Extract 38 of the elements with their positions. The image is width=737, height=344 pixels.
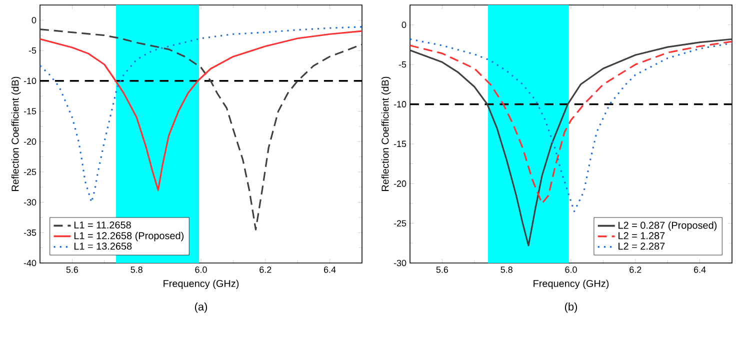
y-tick-label: -15 [394,140,406,148]
y-tick-label: -15 [24,108,36,114]
y-axis-title: Reflection Coefficient (dB) [381,76,391,191]
legend-label: L1 = 12.2658 (Proposed) [74,232,184,242]
x-tick-label: 5.8 [500,266,512,273]
x-tick-label: 6.0 [195,266,207,273]
y-tick-label: -40 [24,260,36,266]
text: (b) [564,302,578,313]
x-tick-label: 6.2 [630,266,642,273]
y-tick-label: -25 [394,220,406,226]
legend-label: L1 = 11.2658 [74,221,131,229]
x-tick-label: 5.8 [130,266,142,273]
y-tick-label: -25 [24,168,36,176]
x-axis-title: Frequency (GHz) [534,280,609,289]
y-tick-label: -30 [24,199,36,206]
y-tick-label: -20 [24,138,36,145]
y-tick-label: -10 [394,101,406,108]
y-tick-label: -5 [28,47,36,54]
x-tick-label: 6.4 [324,266,336,273]
legend-label: L2 = 0.287 (Proposed) [618,221,717,231]
y-tick-label: -10 [24,78,36,84]
x-tick-label: 5.6 [436,266,448,273]
text: (a) [194,302,208,313]
legend-label: L2 = 1.287 [618,232,665,240]
y-tick-label: 0 [32,16,36,24]
x-tick-label: 5.6 [66,266,78,273]
legend-label: L1 = 13.2658 [74,242,132,250]
x-axis-title: Frequency (GHz) [164,280,239,289]
y-tick-label: 0 [402,22,406,28]
legend-label: L2 = 2.287 [618,242,665,250]
x-tick-label: 6.0 [565,266,577,273]
y-tick-label: -20 [394,180,406,187]
y-tick-label: -35 [24,229,36,236]
y-tick-label: -5 [398,61,406,68]
y-axis-title: Reflection Coefficient (dB) [11,76,21,191]
x-tick-label: 6.2 [260,266,272,273]
y-tick-label: -30 [394,260,406,266]
x-tick-label: 6.4 [694,266,706,273]
